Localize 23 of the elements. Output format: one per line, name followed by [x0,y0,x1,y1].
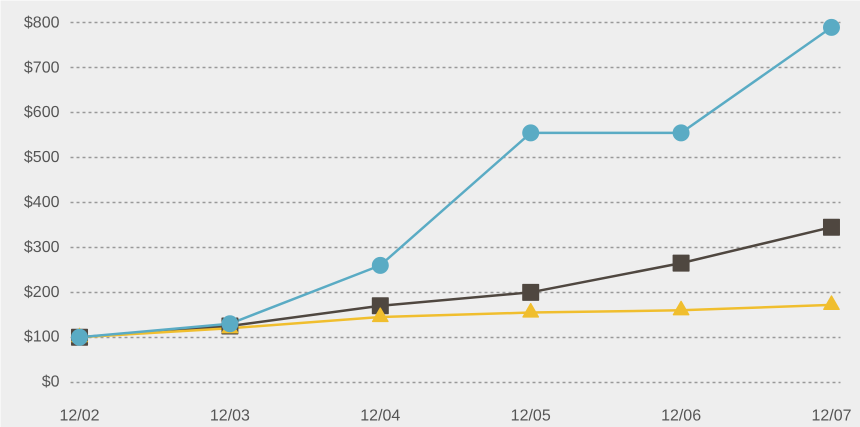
x-tick-label: 12/05 [510,408,551,424]
y-tick-label: $0 [42,374,60,391]
y-tick-label: $500 [24,149,60,166]
y-tick-label: $600 [24,104,60,122]
x-tick-label: 12/04 [360,408,400,424]
y-tick-label: $800 [24,14,60,32]
point [672,124,690,142]
y-tick-label: $200 [24,284,60,301]
point [372,256,389,274]
point [522,284,540,301]
y-tick-label: $400 [24,194,60,211]
point [822,218,840,236]
x-tick-label: 12/07 [811,408,852,424]
x-tick-label: 12/06 [661,408,702,424]
point [221,315,238,332]
x-tick-label: 12/02 [60,408,100,424]
point [822,18,840,36]
x-tick-label: 12/03 [210,408,250,424]
y-tick-label: $300 [24,238,60,256]
point [522,124,540,142]
y-tick-label: $100 [24,328,60,346]
point [672,254,690,272]
y-tick-label: $700 [24,59,60,76]
